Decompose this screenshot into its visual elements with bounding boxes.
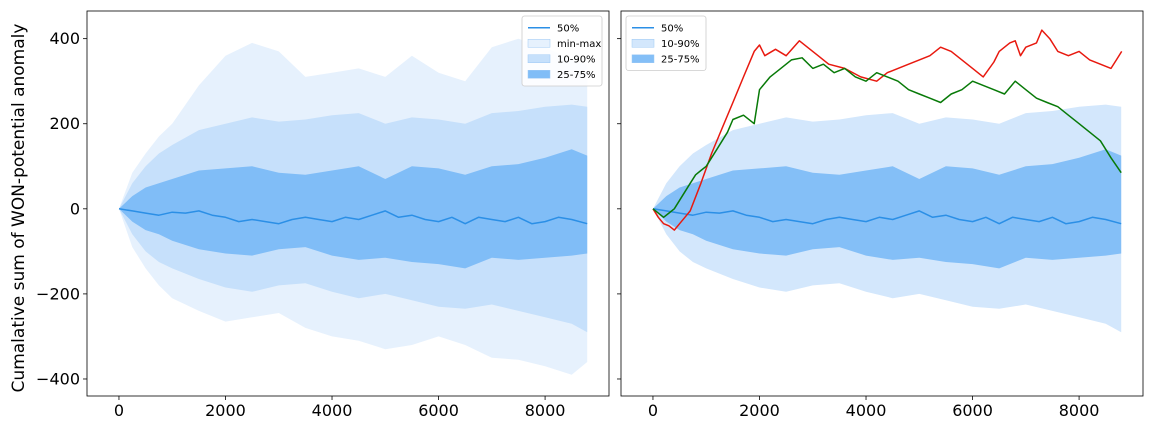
legend-box	[521, 15, 603, 87]
left-panel: 0 2000 4000 6000 8000 −400 −200 0 200 400 50% min-m…	[36, 10, 610, 420]
legend-label-50-: 50%	[557, 23, 579, 34]
legend-label-50-: 50%	[661, 23, 683, 34]
legend-label-min-max: min-max	[557, 39, 601, 50]
x-tick-label: 8000	[525, 401, 566, 420]
y-tick-label: −200	[36, 284, 80, 303]
x-tick-label: 6000	[418, 401, 459, 420]
x-tick-label: 2000	[739, 401, 780, 420]
x-tick-label: 4000	[312, 401, 353, 420]
x-tick-label: 4000	[846, 401, 887, 420]
x-tick-label: 6000	[952, 401, 993, 420]
y-tick-label: 0	[70, 199, 80, 218]
band-25-75-	[119, 149, 588, 269]
x-tick-label: 0	[114, 401, 124, 420]
legend-swatch-25-75-	[527, 70, 551, 79]
legend-swatch-25-75-	[631, 54, 655, 63]
y-tick-label: −400	[36, 369, 80, 388]
series-line-series-2	[652, 57, 1122, 219]
legend-label-10-90-: 10-90%	[661, 39, 700, 50]
x-tick-label: 8000	[1059, 401, 1100, 420]
series-line-50-	[118, 208, 588, 225]
y-tick-label: 400	[49, 29, 80, 48]
legend-swatch-10-90-	[631, 39, 655, 48]
legend-label-10-90-: 10-90%	[557, 54, 596, 65]
y-axis-label: Cumalative sum of WON-potential anomaly	[9, 24, 29, 393]
band-25-75-	[653, 149, 1122, 269]
right-panel: 0 2000 4000 6000 8000 50% 10-90% 25-75%	[617, 10, 1144, 420]
legend-swatch-min-max	[527, 39, 551, 48]
x-tick-label: 2000	[205, 401, 246, 420]
axes-frame	[86, 10, 610, 397]
series-line-series-1	[652, 29, 1123, 231]
legend-swatch-10-90-	[527, 54, 551, 63]
legend: 50% min-max 10-90% 25-75%	[521, 15, 603, 87]
x-tick-label: 0	[648, 401, 658, 420]
series-line-50-	[652, 208, 1122, 225]
plot-area	[118, 38, 588, 375]
legend: 50% 10-90% 25-75%	[625, 15, 707, 71]
legend-label-25-75-: 25-75%	[661, 54, 700, 65]
legend-label-25-75-: 25-75%	[557, 70, 596, 81]
plot-area	[652, 29, 1123, 333]
y-tick-label: 200	[49, 114, 80, 133]
axes-frame	[620, 10, 1144, 397]
